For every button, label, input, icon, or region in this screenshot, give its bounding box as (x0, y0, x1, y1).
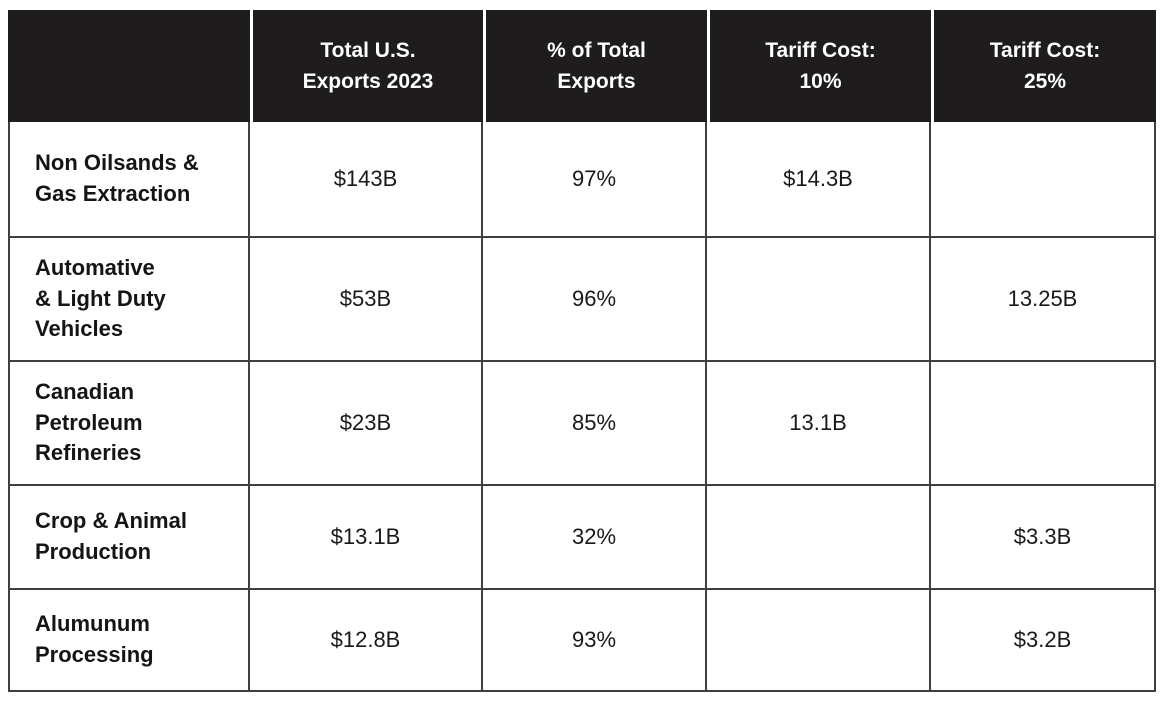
row-label: Non Oilsands & Gas Extraction (8, 122, 250, 238)
column-header-total-exports: Total U.S. Exports 2023 (250, 10, 483, 122)
column-header-blank (8, 10, 250, 122)
column-header-pct-of-total: % of Total Exports (483, 10, 707, 122)
cell-tariff-10: $14.3B (707, 122, 931, 238)
row-label: Alumunum Processing (8, 590, 250, 692)
cell-tariff-25: 13.25B (931, 238, 1156, 362)
cell-tariff-25 (931, 362, 1156, 486)
column-header-tariff-10: Tariff Cost: 10% (707, 10, 931, 122)
cell-tariff-10 (707, 486, 931, 590)
cell-total-exports: $23B (250, 362, 483, 486)
cell-pct-of-total: 93% (483, 590, 707, 692)
cell-pct-of-total: 96% (483, 238, 707, 362)
cell-pct-of-total: 32% (483, 486, 707, 590)
cell-total-exports: $13.1B (250, 486, 483, 590)
cell-total-exports: $12.8B (250, 590, 483, 692)
cell-pct-of-total: 85% (483, 362, 707, 486)
cell-tariff-10 (707, 238, 931, 362)
cell-total-exports: $53B (250, 238, 483, 362)
tariff-table: Total U.S. Exports 2023 % of Total Expor… (8, 10, 1156, 692)
cell-tariff-25 (931, 122, 1156, 238)
row-label: Canadian Petroleum Refineries (8, 362, 250, 486)
cell-total-exports: $143B (250, 122, 483, 238)
cell-pct-of-total: 97% (483, 122, 707, 238)
cell-tariff-25: $3.2B (931, 590, 1156, 692)
cell-tariff-10: 13.1B (707, 362, 931, 486)
row-label: Crop & Animal Production (8, 486, 250, 590)
column-header-tariff-25: Tariff Cost: 25% (931, 10, 1156, 122)
cell-tariff-25: $3.3B (931, 486, 1156, 590)
cell-tariff-10 (707, 590, 931, 692)
row-label: Automative & Light Duty Vehicles (8, 238, 250, 362)
